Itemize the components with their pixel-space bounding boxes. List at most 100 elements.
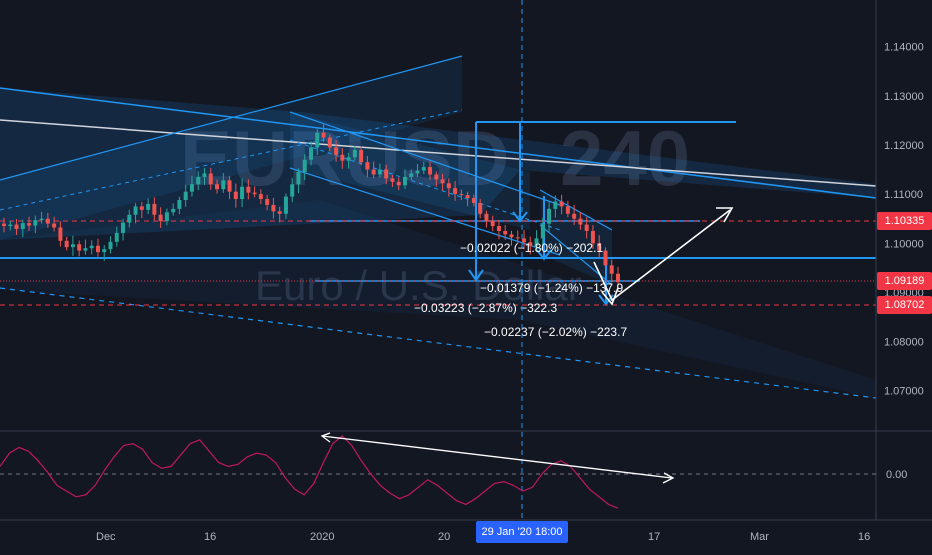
candle-body	[133, 206, 138, 215]
measure-label-4: −0.02237 (−2.02%) −223.7	[484, 325, 627, 339]
channel-down-top[interactable]	[289, 111, 561, 206]
candle-body	[440, 179, 445, 184]
measure-arrow-1-head	[468, 269, 484, 282]
candle-body	[283, 196, 288, 214]
candle-body	[534, 238, 539, 246]
candle-body	[616, 273, 620, 283]
candle-body	[139, 206, 144, 210]
candle-body	[39, 218, 44, 221]
candle-body	[390, 178, 395, 182]
measure-label-2: −0.01379 (−1.24%) −137.9	[480, 281, 623, 295]
candle-body	[402, 176, 407, 186]
candle-body	[315, 132, 320, 148]
divergence-head-end	[662, 472, 675, 484]
channel-fill-2[interactable]	[0, 56, 462, 240]
candle-body	[309, 147, 313, 160]
channel-fill-1[interactable]	[0, 88, 876, 240]
candle-body	[171, 208, 176, 213]
candle-body	[409, 173, 414, 177]
channel-fill-5[interactable]	[540, 190, 612, 285]
candle-body	[565, 206, 570, 214]
candle-body	[453, 188, 458, 195]
candle-body	[484, 213, 489, 222]
candle-body	[597, 243, 602, 251]
candle-body	[327, 137, 332, 148]
candles-group	[2, 124, 620, 286]
candle-body	[522, 238, 527, 243]
price-badge-2: 1.09189	[877, 272, 932, 290]
candle-body	[208, 173, 213, 185]
channel-fill-3[interactable]	[290, 112, 530, 230]
channel-up-mid[interactable]	[0, 109, 463, 211]
candle-body	[465, 195, 470, 199]
candle-body	[27, 223, 32, 226]
candle-body	[114, 232, 119, 242]
candle-body	[540, 223, 545, 239]
candle-body	[14, 224, 19, 230]
x-tick-17: 17	[648, 531, 660, 543]
candle-body	[553, 201, 558, 209]
candle-body	[509, 234, 514, 238]
price-axis[interactable]: 1.140001.130001.120001.110001.100001.090…	[884, 42, 924, 398]
candle-body	[183, 191, 188, 201]
divergence-line[interactable]	[321, 435, 673, 479]
candle-body	[352, 149, 357, 158]
candle-body	[258, 194, 263, 200]
candle-body	[346, 157, 351, 161]
candle-body	[215, 184, 220, 190]
channel-small-top[interactable]	[539, 189, 613, 231]
oscillator-line	[0, 435, 619, 509]
y-tick-label: 1.08000	[884, 337, 924, 349]
candle-body	[64, 240, 69, 248]
trendline-white[interactable]	[0, 119, 877, 187]
candle-body	[127, 214, 132, 223]
candle-body	[196, 176, 201, 185]
candle-body	[2, 223, 6, 227]
candle-body	[496, 226, 501, 231]
candle-body	[89, 245, 94, 249]
trendline-upper-a[interactable]	[0, 87, 877, 199]
channel-down-bot[interactable]	[289, 167, 561, 256]
candle-body	[334, 147, 339, 155]
watermark-interval: 240	[560, 114, 690, 202]
oscillator-axis-label: 0.00	[886, 469, 907, 481]
candle-body	[146, 203, 151, 210]
candle-body	[108, 241, 113, 250]
candle-body	[189, 184, 194, 192]
candle-body	[396, 181, 401, 186]
candle-body	[271, 204, 276, 212]
x-tick-20: 20	[438, 531, 450, 543]
price-badge-3: 1.08702	[877, 296, 932, 314]
candle-body	[572, 213, 577, 219]
x-tick-16: 16	[204, 531, 216, 543]
candle-body	[471, 198, 476, 203]
measure-arrow-3-head	[536, 249, 552, 261]
candle-body	[265, 199, 270, 205]
measure-label-3: −0.03223 (−2.87%) −322.3	[414, 301, 557, 315]
y-tick-label: 1.12000	[884, 140, 924, 152]
candle-body	[478, 202, 483, 214]
channel-fill-4[interactable]	[0, 200, 876, 398]
measure-label-1: −0.02022 (−1.80%) −202.1	[460, 241, 603, 255]
candle-body	[446, 183, 451, 189]
candle-body	[233, 191, 238, 200]
candle-body	[20, 223, 25, 230]
trendline-lower-dashed[interactable]	[0, 287, 877, 399]
y-tick-label: 1.07000	[884, 386, 924, 398]
projection-path[interactable]	[593, 209, 731, 302]
candle-body	[584, 224, 589, 231]
candle-body	[121, 222, 126, 233]
y-tick-label: 1.14000	[884, 42, 924, 54]
candle-body	[296, 172, 301, 185]
candle-body	[277, 211, 282, 214]
divergence-head-start	[320, 432, 331, 443]
candle-body	[70, 244, 75, 248]
channel-up-top[interactable]	[0, 55, 463, 181]
candle-body	[58, 227, 63, 241]
y-tick-label: 1.11000	[884, 189, 923, 201]
crosshair-date-label: 29 Jan '20 18:00	[476, 521, 568, 543]
candle-body	[202, 173, 207, 177]
